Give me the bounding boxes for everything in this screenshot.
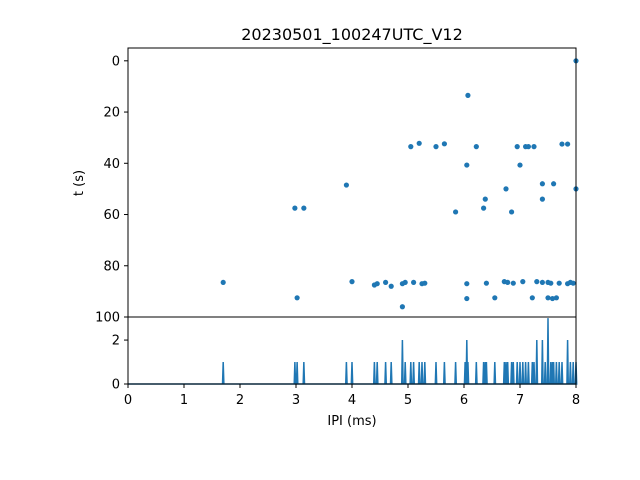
scatter-point bbox=[220, 279, 226, 286]
scatter-point bbox=[534, 279, 540, 285]
y-tick-label: 0 bbox=[112, 378, 120, 393]
x-tick-label: 1 bbox=[180, 393, 188, 408]
scatter-point bbox=[531, 144, 537, 150]
scatter-points bbox=[220, 58, 579, 310]
scatter-point bbox=[545, 295, 551, 301]
scatter-point bbox=[292, 205, 298, 211]
scatter-point bbox=[349, 279, 355, 285]
y-tick-label: 80 bbox=[103, 259, 120, 274]
x-axis-label: IPI (ms) bbox=[327, 414, 376, 429]
scatter-point bbox=[509, 209, 515, 215]
scatter-point bbox=[294, 295, 300, 301]
scatter-point bbox=[453, 209, 459, 215]
scatter-point bbox=[464, 295, 470, 302]
x-tick-label: 6 bbox=[460, 393, 468, 408]
y-tick-label: 2 bbox=[112, 334, 120, 349]
chart-title: 20230501_100247UTC_V12 bbox=[241, 25, 463, 45]
histogram-frame bbox=[127, 316, 577, 385]
scatter-point bbox=[517, 162, 523, 168]
scatter-point bbox=[492, 295, 498, 301]
scatter-point bbox=[503, 186, 509, 192]
scatter-point bbox=[388, 283, 394, 289]
scatter-point bbox=[539, 196, 546, 202]
y-tick-label: 40 bbox=[103, 157, 120, 172]
scatter-point bbox=[570, 280, 576, 286]
scatter-point bbox=[514, 144, 520, 150]
y-tick-label: 0 bbox=[112, 54, 120, 69]
scatter-point bbox=[441, 141, 447, 147]
scatter-point bbox=[505, 279, 511, 286]
scatter-point bbox=[473, 144, 479, 150]
scatter-point bbox=[539, 279, 546, 286]
scatter-point bbox=[483, 280, 489, 286]
scatter-point bbox=[556, 280, 562, 286]
scatter-point bbox=[416, 140, 422, 146]
y-tick-label: 100 bbox=[95, 311, 120, 326]
scatter-point bbox=[510, 280, 516, 286]
x-tick-label: 8 bbox=[572, 393, 580, 408]
scatter-point bbox=[553, 295, 560, 301]
scatter-point bbox=[464, 162, 470, 168]
x-tick-label: 2 bbox=[236, 393, 244, 408]
x-tick-label: 0 bbox=[124, 393, 132, 408]
scatter-point bbox=[548, 280, 554, 286]
scatter-point bbox=[549, 295, 556, 302]
scatter-point bbox=[551, 181, 557, 187]
scatter-point bbox=[539, 181, 546, 187]
y-tick-label: 60 bbox=[103, 208, 120, 223]
scatter-point bbox=[482, 196, 488, 202]
scatter-point bbox=[374, 281, 380, 287]
scatter-point bbox=[408, 144, 414, 150]
scatter-point bbox=[529, 295, 535, 301]
y-tick-label: 20 bbox=[103, 106, 120, 121]
scatter-point bbox=[422, 280, 428, 286]
scatter-point bbox=[525, 144, 532, 150]
scatter-point bbox=[383, 279, 389, 286]
scatter-point bbox=[565, 141, 571, 147]
scatter-point bbox=[343, 182, 349, 188]
scatter-point bbox=[402, 279, 408, 286]
scatter-point bbox=[481, 205, 487, 211]
x-tick-label: 5 bbox=[404, 393, 412, 408]
scatter-point bbox=[301, 205, 307, 211]
scatter-point bbox=[520, 279, 526, 285]
scatter-point bbox=[433, 144, 439, 150]
x-axis-ticks: 0 1 2 3 4 5 6 7 8 bbox=[124, 384, 580, 408]
scatter-point bbox=[559, 141, 565, 147]
scatter-point bbox=[411, 279, 417, 286]
y-axis-ticks-top: 0 20 40 60 80 100 bbox=[95, 54, 128, 326]
scatter-point bbox=[399, 304, 405, 310]
x-tick-label: 4 bbox=[348, 393, 356, 408]
scatter-point bbox=[464, 281, 470, 287]
y-axis-ticks-bottom: 02 bbox=[112, 334, 128, 393]
x-tick-label: 3 bbox=[292, 393, 300, 408]
scatter-point bbox=[465, 92, 471, 98]
y-axis-label: t (s) bbox=[72, 170, 87, 196]
x-tick-label: 7 bbox=[516, 393, 524, 408]
